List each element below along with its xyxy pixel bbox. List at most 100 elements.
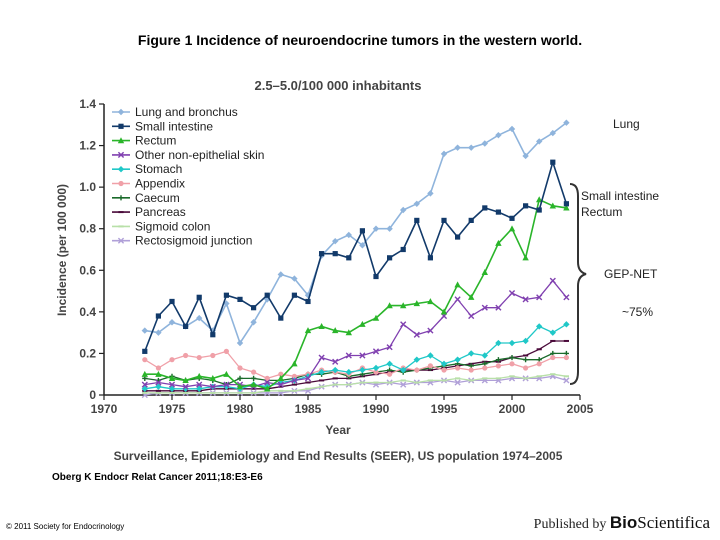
data-point-small-intestine bbox=[210, 332, 216, 338]
data-point-rectum bbox=[168, 374, 176, 381]
data-point-other-non-epithelial-skin bbox=[277, 381, 284, 388]
data-point-lung-and-bronchus bbox=[386, 225, 393, 232]
legend-label: Rectum bbox=[135, 134, 176, 148]
publisher-prefix: Published by bbox=[533, 517, 607, 532]
data-point-other-non-epithelial-skin bbox=[563, 294, 570, 301]
data-point-rectum bbox=[400, 302, 407, 309]
chart-title: 2.5–5.0/100 000 inhabitants bbox=[255, 78, 422, 93]
data-point-caecum bbox=[523, 357, 529, 363]
data-point-rectum bbox=[522, 254, 529, 261]
data-point-rectum bbox=[508, 225, 516, 232]
publisher-credit: Published by BioScientifica bbox=[534, 513, 710, 533]
data-point-appendix bbox=[482, 365, 488, 371]
data-point-other-non-epithelial-skin bbox=[481, 304, 488, 311]
data-point-appendix bbox=[155, 365, 161, 371]
annotation-brace bbox=[569, 183, 587, 385]
data-point-other-non-epithelial-skin bbox=[359, 352, 366, 359]
legend-item-pancreas: Pancreas bbox=[112, 205, 186, 219]
data-point-appendix bbox=[291, 373, 297, 379]
data-point-rectum bbox=[454, 281, 461, 288]
legend-item-caecum: Caecum bbox=[112, 191, 180, 205]
legend-item-lung-and-bronchus: Lung and bronchus bbox=[112, 105, 238, 119]
data-point-rectum bbox=[332, 327, 339, 334]
data-point-other-non-epithelial-skin bbox=[223, 381, 230, 388]
data-point-lung-and-bronchus bbox=[468, 144, 475, 151]
data-point-stomach bbox=[413, 356, 420, 363]
data-point-lung-and-bronchus bbox=[372, 225, 380, 232]
data-point-rectosigmoid-junction bbox=[454, 379, 461, 386]
data-point-stomach bbox=[332, 366, 339, 374]
x-tick-label: 1970 bbox=[91, 402, 118, 416]
series-layer bbox=[141, 119, 570, 399]
data-point-other-non-epithelial-skin bbox=[168, 381, 176, 388]
data-point-other-non-epithelial-skin bbox=[427, 327, 434, 334]
data-point-small-intestine bbox=[509, 215, 515, 221]
data-point-small-intestine bbox=[264, 292, 270, 298]
data-point-small-intestine bbox=[441, 217, 447, 223]
data-point-other-non-epithelial-skin bbox=[536, 294, 543, 301]
data-point-other-non-epithelial-skin bbox=[345, 352, 352, 359]
x-tick-label: 1975 bbox=[159, 402, 186, 416]
data-point-lung-and-bronchus bbox=[400, 206, 407, 214]
data-point-lung-and-bronchus bbox=[495, 131, 502, 139]
x-tick-label: 2005 bbox=[567, 402, 594, 416]
data-point-appendix bbox=[373, 369, 379, 375]
annotation-lung: Lung bbox=[613, 117, 640, 131]
data-point-stomach bbox=[481, 352, 488, 359]
data-point-other-non-epithelial-skin bbox=[454, 296, 461, 303]
legend-swatch-marker bbox=[117, 237, 125, 244]
data-point-lung-and-bronchus bbox=[427, 190, 434, 197]
y-tick-label: 1.0 bbox=[79, 180, 96, 194]
data-point-rectosigmoid-junction bbox=[400, 381, 407, 388]
legend-label: Stomach bbox=[135, 162, 182, 176]
data-point-small-intestine bbox=[183, 323, 189, 330]
series-line-rectum bbox=[144, 198, 567, 390]
data-point-small-intestine bbox=[278, 315, 284, 321]
annotation-rectum: Rectum bbox=[581, 205, 622, 219]
data-point-rectum bbox=[141, 370, 148, 377]
data-point-small-intestine bbox=[319, 251, 325, 257]
data-point-stomach bbox=[468, 350, 475, 357]
data-point-small-intestine bbox=[196, 294, 202, 300]
data-point-other-non-epithelial-skin bbox=[400, 321, 407, 328]
data-point-appendix bbox=[264, 375, 270, 381]
legend-label: Pancreas bbox=[135, 205, 186, 219]
legend-item-stomach: Stomach bbox=[112, 162, 182, 176]
data-point-rectum bbox=[386, 302, 393, 309]
x-tick-label: 1985 bbox=[295, 402, 322, 416]
data-point-rectum bbox=[563, 204, 570, 211]
data-point-appendix bbox=[223, 348, 229, 354]
data-point-appendix bbox=[237, 365, 243, 371]
data-point-rectum bbox=[359, 320, 366, 327]
data-point-small-intestine bbox=[550, 159, 556, 165]
data-point-appendix bbox=[278, 371, 284, 377]
data-point-small-intestine bbox=[359, 228, 365, 234]
data-point-rectum bbox=[481, 268, 488, 275]
data-point-appendix bbox=[210, 352, 216, 359]
data-point-lung-and-bronchus bbox=[332, 237, 339, 245]
data-point-lung-and-bronchus bbox=[168, 319, 176, 326]
y-tick-label: 0.6 bbox=[79, 263, 96, 277]
x-tick-label: 1990 bbox=[363, 402, 390, 416]
y-tick-label: 0.4 bbox=[79, 305, 96, 319]
data-point-caecum bbox=[251, 375, 257, 381]
data-point-rectum bbox=[223, 370, 230, 377]
data-point-lung-and-bronchus bbox=[440, 150, 448, 158]
data-point-rectum bbox=[427, 298, 434, 305]
data-point-appendix bbox=[427, 363, 433, 369]
data-point-small-intestine bbox=[332, 251, 338, 257]
data-point-lung-and-bronchus bbox=[522, 152, 529, 160]
data-point-small-intestine bbox=[373, 273, 379, 280]
y-tick-label: 1.2 bbox=[79, 139, 96, 153]
annotation-small-intestine: Small intestine bbox=[581, 189, 659, 203]
data-point-appendix bbox=[495, 363, 501, 369]
y-tick-label: 0.2 bbox=[79, 346, 96, 360]
data-point-rectum bbox=[495, 239, 502, 246]
data-point-other-non-epithelial-skin bbox=[141, 381, 148, 388]
data-point-other-non-epithelial-skin bbox=[291, 377, 298, 384]
data-point-small-intestine bbox=[346, 255, 352, 261]
legend-item-sigmoid-colon: Sigmoid colon bbox=[112, 219, 210, 233]
legend-label: Lung and bronchus bbox=[135, 105, 238, 119]
data-point-rectum bbox=[345, 329, 352, 336]
data-point-other-non-epithelial-skin bbox=[386, 344, 393, 351]
